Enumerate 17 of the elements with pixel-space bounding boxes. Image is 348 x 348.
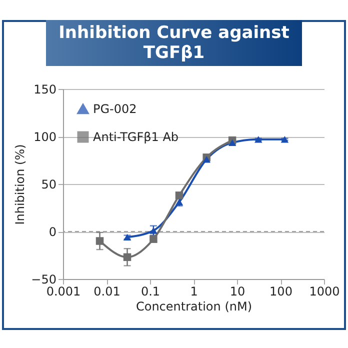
y-axis-title: Inhibition (%): [13, 144, 28, 225]
x-tick-label: 100: [270, 284, 292, 298]
x-tick-label: 0.001: [46, 284, 81, 298]
legend-label: PG-002: [93, 102, 137, 116]
chart-title: Inhibition Curve against TGFβ1: [46, 20, 302, 66]
x-axis-title: Concentration (nM): [136, 300, 252, 314]
y-tick-label: 100: [34, 130, 56, 144]
y-tick-label: 0: [48, 225, 56, 239]
x-tick-label: 0.1: [140, 284, 160, 298]
y-tick-label: 150: [34, 82, 56, 96]
y-tick-label: −50: [31, 272, 56, 286]
x-tick-label: 1000: [309, 284, 340, 298]
x-tick-label: 10: [230, 284, 246, 298]
x-tick-label: 0.01: [94, 284, 120, 298]
y-tick-label: 50: [41, 178, 56, 192]
legend-label: Anti-TGFβ1 Ab: [93, 130, 179, 144]
x-tick-label: 1: [190, 284, 198, 298]
